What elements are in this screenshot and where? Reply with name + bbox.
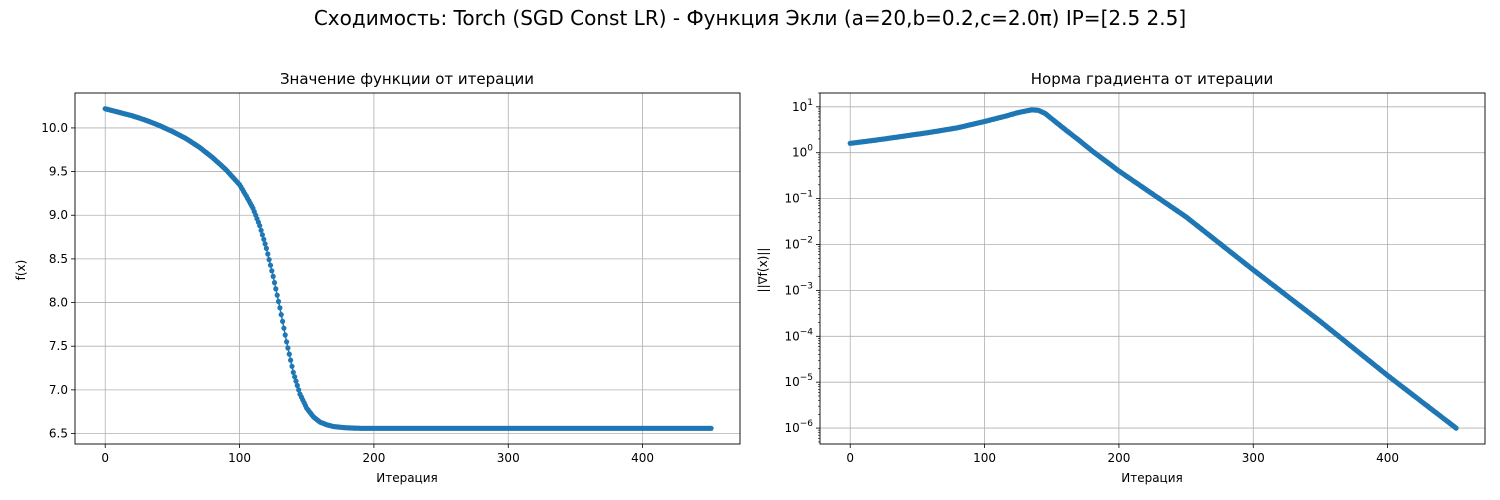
y-tick-label: 6.5 bbox=[49, 427, 68, 441]
y-tick-label: 10−4 bbox=[784, 327, 813, 343]
y-tick-label: 7.0 bbox=[49, 383, 68, 397]
y-tick-label: 101 bbox=[792, 98, 813, 114]
data-point bbox=[269, 268, 275, 274]
chart-title: Значение функции от итерации bbox=[280, 70, 534, 88]
axes-frame bbox=[74, 92, 741, 445]
data-point bbox=[293, 378, 299, 384]
x-tick-label: 300 bbox=[1242, 451, 1265, 465]
y-tick-label: 10−1 bbox=[784, 190, 813, 206]
chart-gradient-norm: Норма градиента от итерации Итерация ||∇… bbox=[756, 70, 1486, 485]
data-point bbox=[263, 245, 269, 251]
data-point bbox=[1453, 425, 1459, 431]
x-tick-label: 100 bbox=[973, 451, 996, 465]
x-tick-label: 300 bbox=[497, 451, 520, 465]
data-point bbox=[258, 227, 264, 233]
y-tick-label: 10.0 bbox=[41, 121, 68, 135]
data-point bbox=[265, 251, 271, 257]
y-tick-label: 10−6 bbox=[784, 419, 813, 435]
data-point bbox=[271, 280, 278, 286]
x-tick-label: 200 bbox=[1107, 451, 1130, 465]
data-point bbox=[280, 318, 286, 324]
data-point bbox=[281, 325, 287, 331]
series-line bbox=[850, 109, 1457, 429]
data-point bbox=[285, 345, 291, 351]
y-tick-label: 10−2 bbox=[784, 236, 813, 252]
data-point bbox=[290, 369, 296, 375]
data-point bbox=[288, 357, 294, 363]
y-tick-label: 9.5 bbox=[49, 165, 68, 179]
data-point bbox=[282, 332, 288, 338]
data-point bbox=[259, 232, 265, 238]
x-tick-label: 400 bbox=[1376, 451, 1399, 465]
data-point bbox=[284, 339, 290, 345]
x-tick-label: 0 bbox=[846, 451, 854, 465]
data-point bbox=[262, 241, 268, 247]
y-axis-label: f(x) bbox=[14, 260, 28, 281]
y-tick-label: 10−5 bbox=[784, 373, 813, 389]
y-tick-label: 100 bbox=[792, 144, 813, 160]
y-tick-label: 9.0 bbox=[49, 208, 68, 222]
data-point bbox=[296, 387, 302, 393]
data-point bbox=[261, 236, 267, 242]
y-axis-label: ||∇f(x)|| bbox=[756, 248, 770, 293]
data-point bbox=[273, 286, 279, 292]
y-tick-label: 10−3 bbox=[784, 281, 813, 297]
data-point bbox=[266, 257, 272, 263]
y-tick-label: 7.5 bbox=[49, 339, 68, 353]
data-point bbox=[275, 298, 282, 305]
chart-title: Норма градиента от итерации bbox=[1031, 70, 1274, 88]
y-tick-label: 8.0 bbox=[49, 296, 68, 310]
data-point bbox=[257, 223, 263, 229]
data-point bbox=[708, 425, 714, 431]
series-line bbox=[104, 107, 712, 430]
data-point bbox=[270, 273, 276, 279]
data-point bbox=[277, 305, 283, 311]
x-tick-label: 400 bbox=[631, 451, 654, 465]
chart-function-value: Значение функции от итерации Итерация f(… bbox=[14, 70, 741, 485]
y-tick-label: 8.5 bbox=[49, 252, 68, 266]
data-point bbox=[267, 262, 274, 268]
x-tick-label: 0 bbox=[101, 451, 109, 465]
data-point bbox=[278, 312, 284, 318]
figure-title: Сходимость: Torch (SGD Const LR) - Функц… bbox=[313, 6, 1187, 30]
x-axis-label: Итерация bbox=[376, 471, 438, 485]
axes-frame bbox=[819, 92, 1486, 445]
x-axis-label: Итерация bbox=[1121, 471, 1183, 485]
data-point bbox=[274, 292, 280, 298]
data-point bbox=[294, 382, 300, 389]
x-tick-label: 100 bbox=[228, 451, 251, 465]
data-point bbox=[292, 374, 298, 380]
x-tick-label: 200 bbox=[362, 451, 385, 465]
data-point bbox=[286, 351, 292, 357]
data-point bbox=[289, 363, 295, 369]
